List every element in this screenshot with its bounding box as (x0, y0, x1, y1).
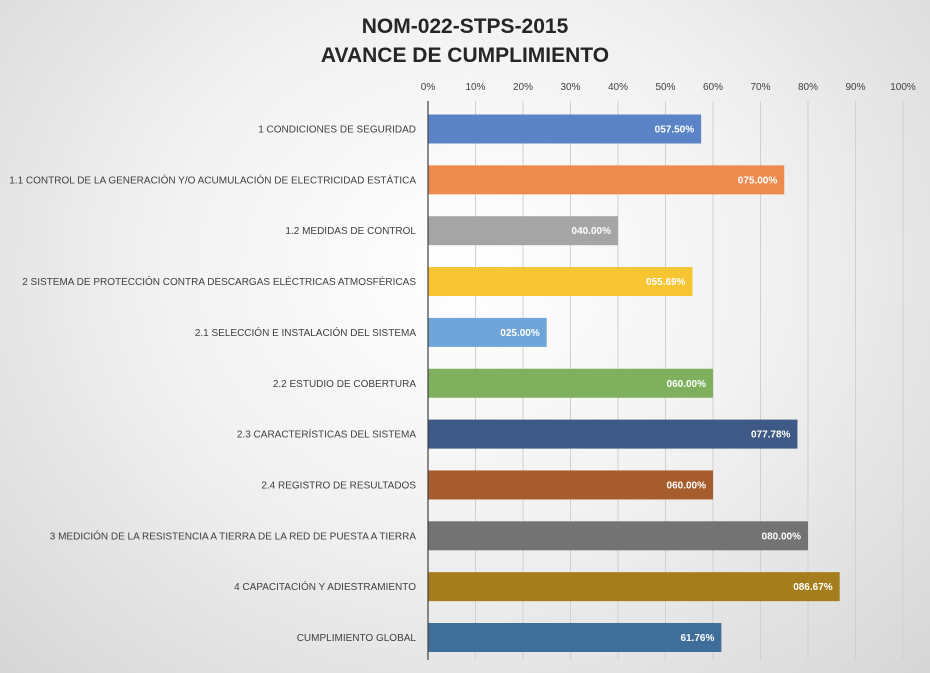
category-label: 2.2 ESTUDIO DE COBERTURA (273, 379, 417, 390)
x-tick-label: 30% (560, 82, 580, 93)
x-tick-label: 90% (845, 82, 865, 93)
x-tick-label: 70% (750, 82, 770, 93)
x-tick-label: 80% (798, 82, 818, 93)
data-label: 025.00% (500, 328, 540, 339)
bar (428, 623, 722, 652)
chart-title: NOM-022-STPS-2015 AVANCE DE CUMPLIMIENTO (321, 15, 609, 67)
bar (428, 216, 618, 246)
x-axis-tick-labels: 0% 10% 20% 30% 40% 50% 60% 70% 80% 90% 100% (421, 82, 916, 93)
category-label: 2.3 CARACTERÍSTICAS DEL SISTEMA (237, 428, 416, 441)
data-label: 060.00% (667, 379, 707, 390)
data-label: 075.00% (738, 175, 778, 186)
data-label: 077.78% (751, 430, 791, 441)
bar (428, 267, 693, 297)
category-label: 2 SISTEMA DE PROTECCIÓN CONTRA DESCARGAS… (22, 275, 416, 288)
data-label: 040.00% (572, 226, 612, 237)
category-label: 3 MEDICIÓN DE LA RESISTENCIA A TIERRA DE… (50, 529, 417, 542)
x-tick-label: 0% (421, 82, 436, 93)
bar (428, 165, 785, 195)
data-label: 057.50% (655, 125, 695, 136)
category-label: 1.1 CONTROL DE LA GENERACIÓN Y/O ACUMULA… (9, 173, 416, 186)
category-label: CUMPLIMIENTO GLOBAL (297, 633, 417, 644)
bar (428, 521, 808, 551)
bar (428, 572, 840, 602)
category-label: 2.4 REGISTRO DE RESULTADOS (261, 480, 416, 491)
bar (428, 368, 713, 398)
x-tick-label: 60% (703, 82, 723, 93)
category-label: 1 CONDICIONES DE SEGURIDAD (258, 125, 416, 136)
bar (428, 470, 713, 500)
value-labels: 057.50% 075.00% 040.00% 055.69% 025.00% 060.0… (500, 125, 833, 645)
x-tick-label: 20% (513, 82, 533, 93)
data-label: 060.00% (667, 480, 707, 491)
category-label: 2.1 SELECCIÓN E INSTALACIÓN DEL SISTEMA (195, 326, 417, 339)
chart-title-line: AVANCE DE CUMPLIMIENTO (321, 44, 609, 67)
data-label: 61.76% (680, 633, 714, 644)
x-tick-label: 100% (890, 82, 916, 93)
data-label: 080.00% (762, 531, 802, 542)
bar (428, 114, 702, 144)
x-tick-label: 40% (608, 82, 628, 93)
category-label: 4 CAPACITACIÓN Y ADIESTRAMIENTO (234, 580, 416, 593)
bar (428, 317, 547, 347)
x-tick-label: 50% (655, 82, 675, 93)
category-labels: 1 CONDICIONES DE SEGURIDAD 1.1 CONTROL DE… (9, 125, 416, 645)
category-label: 1.2 MEDIDAS DE CONTROL (285, 226, 416, 237)
bars (428, 114, 840, 652)
data-label: 055.69% (646, 277, 686, 288)
bar (428, 419, 798, 449)
chart-title-line: NOM-022-STPS-2015 (362, 15, 569, 38)
x-tick-label: 10% (465, 82, 485, 93)
data-label: 086.67% (793, 582, 833, 593)
